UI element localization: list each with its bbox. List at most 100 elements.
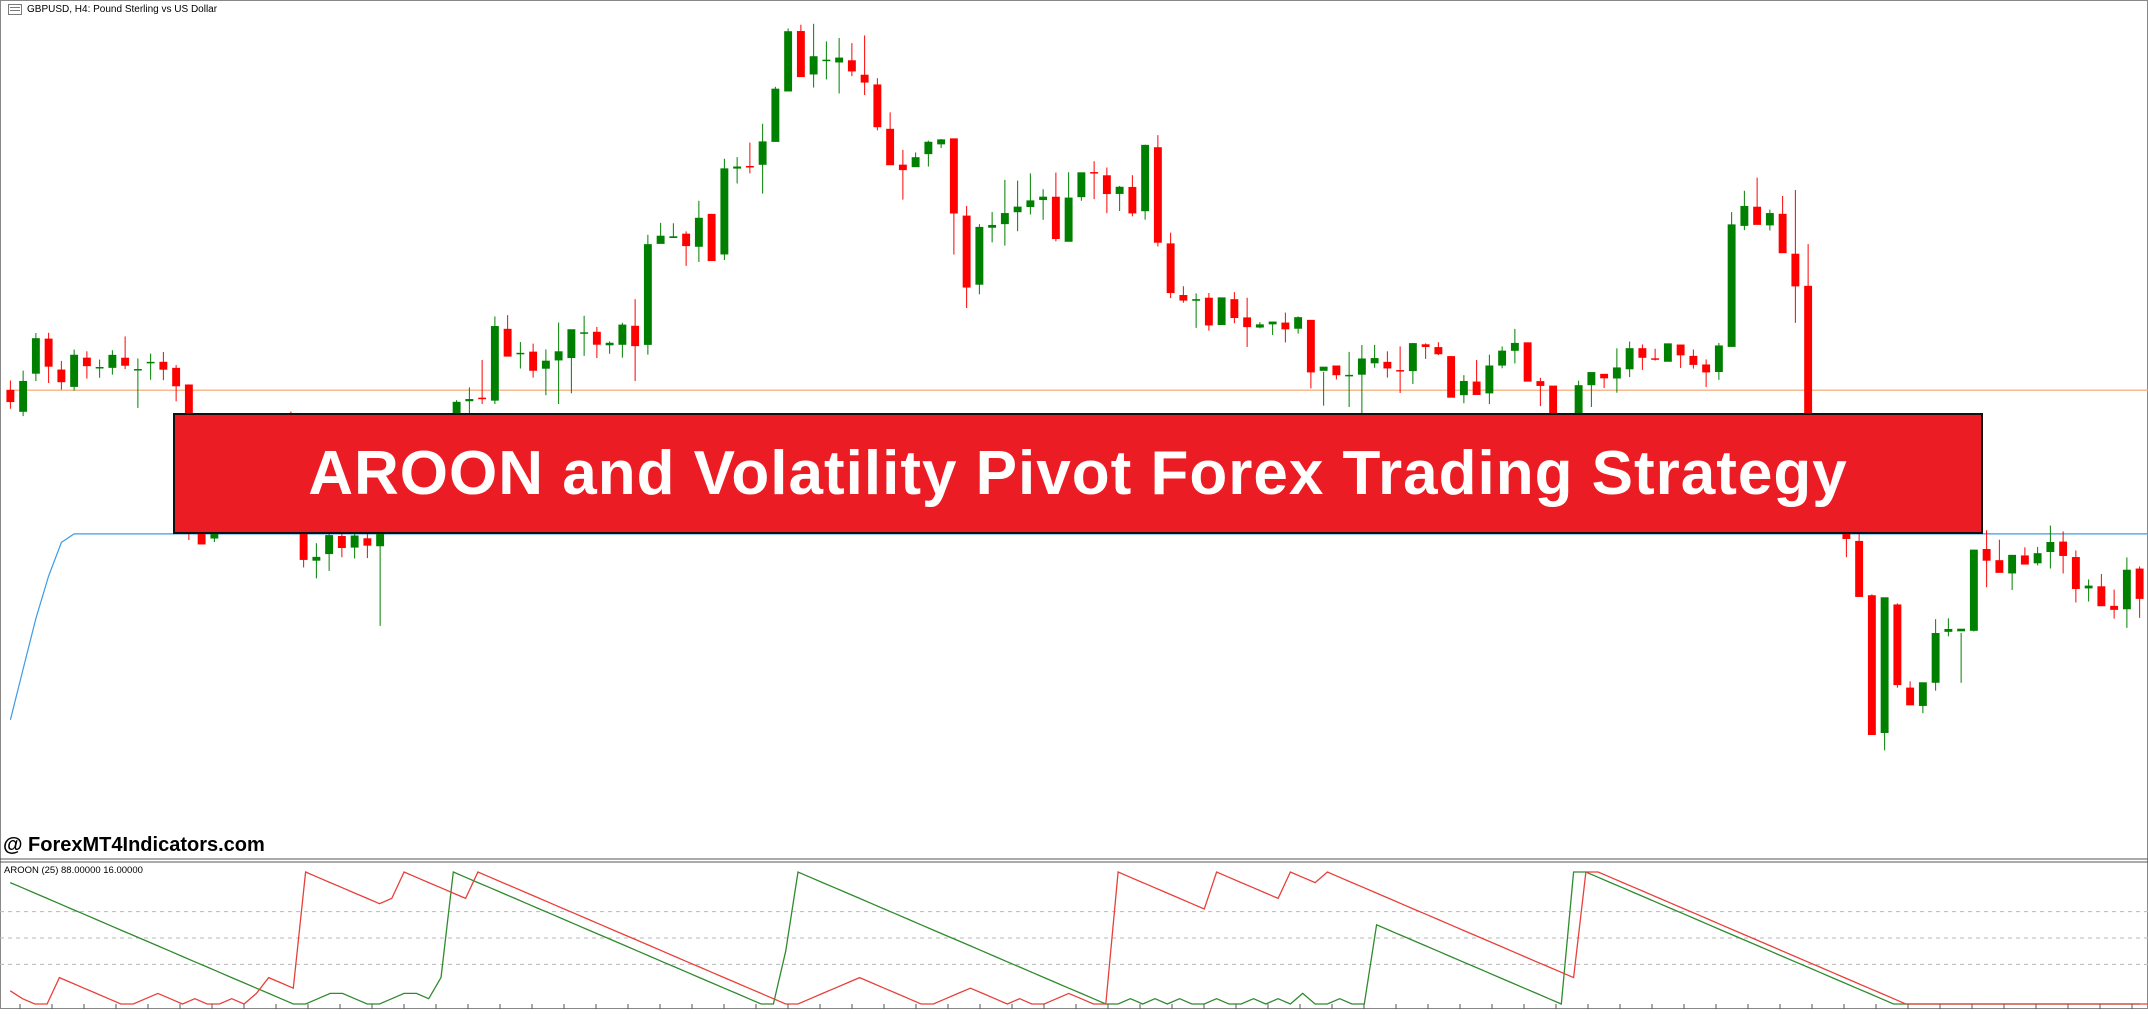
candle-body: [733, 166, 742, 169]
candle-body: [1982, 549, 1991, 561]
candle-body: [529, 351, 538, 371]
candle-body: [121, 357, 130, 366]
candle-body: [2122, 569, 2131, 610]
candle-body: [1485, 365, 1494, 394]
candle-body: [1332, 365, 1341, 376]
candle-body: [19, 380, 28, 412]
candle-body: [1893, 604, 1902, 686]
candle-body: [70, 354, 79, 387]
candle-body: [682, 233, 691, 247]
candle-body: [1434, 347, 1443, 355]
aroon-up-line: [9, 871, 2140, 1005]
candle-body: [133, 369, 142, 371]
candle-body: [465, 399, 474, 402]
candle-body: [57, 369, 66, 383]
candle-body: [1791, 253, 1800, 287]
candle-body: [503, 328, 512, 357]
candle-body: [1765, 213, 1774, 226]
candle-body: [962, 215, 971, 288]
candle-body: [31, 338, 40, 374]
candle-body: [988, 224, 997, 228]
candle-body: [1612, 367, 1621, 379]
candle-body: [1230, 299, 1239, 319]
watermark: @ ForexMT4Indicators.com: [3, 834, 265, 856]
candle-body: [146, 361, 155, 364]
candle-body: [95, 367, 104, 369]
candle-body: [694, 217, 703, 247]
candle-body: [1995, 560, 2004, 573]
candle-body: [1498, 350, 1507, 366]
candle-body: [949, 138, 958, 214]
candle-body: [1077, 172, 1086, 198]
candle-body: [1383, 361, 1392, 369]
candle-body: [937, 139, 946, 145]
candle-body: [337, 535, 346, 549]
candle-body: [1804, 285, 1813, 454]
candle-body: [669, 236, 678, 238]
candle-body: [2033, 553, 2042, 564]
candle-body: [1217, 297, 1226, 326]
candle-body: [1957, 628, 1966, 632]
aroon-down-line: [9, 871, 2148, 1005]
candle-body: [1204, 297, 1213, 326]
banner-title: AROON and Volatility Pivot Forex Trading…: [308, 439, 1848, 508]
candle-body: [1931, 633, 1940, 683]
candle-body: [1115, 186, 1124, 194]
candle-body: [1026, 200, 1035, 208]
candle-body: [822, 59, 831, 62]
candle-body: [44, 338, 53, 367]
candle-body: [631, 325, 640, 347]
candle-body: [1319, 366, 1328, 371]
candle-body: [758, 141, 767, 165]
candle-body: [1651, 358, 1660, 360]
candle-body: [1880, 597, 1889, 733]
candle-body: [745, 165, 754, 168]
candle-body: [1179, 295, 1188, 301]
candle-body: [567, 329, 576, 359]
candle-body: [1867, 595, 1876, 736]
candle-body: [898, 164, 907, 171]
window-icon: [8, 4, 22, 15]
candle-body: [2046, 542, 2055, 552]
candle-body: [1128, 186, 1137, 214]
candle-body: [1906, 687, 1915, 706]
candle-body: [1396, 370, 1405, 372]
candle-body: [2084, 585, 2093, 589]
candle-body: [2135, 568, 2144, 599]
candle-body: [478, 397, 487, 400]
candle-body: [975, 226, 984, 285]
candle-body: [1306, 319, 1315, 373]
candle-body: [1918, 682, 1927, 706]
candle-body: [886, 128, 895, 166]
candle-body: [1536, 381, 1545, 386]
candle-body: [1166, 243, 1175, 294]
candle-body: [835, 57, 844, 63]
candle-body: [1345, 374, 1354, 377]
candle-body: [1702, 364, 1711, 373]
candle-body: [592, 331, 601, 345]
candle-body: [1408, 343, 1417, 372]
candle-body: [1421, 344, 1430, 347]
indicator-label: AROON (25) 88.00000 16.00000: [4, 865, 143, 876]
candle-body: [1357, 358, 1366, 375]
candle-body: [784, 31, 793, 92]
candle-body: [618, 324, 627, 345]
candle-body: [2020, 555, 2029, 565]
candle-body: [1102, 175, 1111, 195]
candle-body: [490, 326, 499, 401]
candle-body: [1676, 344, 1685, 356]
candle-body: [656, 235, 665, 244]
candle-body: [363, 538, 372, 546]
candle-body: [172, 367, 181, 387]
candle-body: [1855, 540, 1864, 597]
candle-body: [1013, 206, 1022, 213]
candle-body: [1663, 343, 1672, 362]
candle-body: [1153, 147, 1162, 243]
candle-body: [2071, 557, 2080, 589]
candle-body: [325, 535, 334, 555]
candle-body: [1090, 172, 1099, 174]
candle-body: [1969, 549, 1978, 631]
candle-body: [771, 88, 780, 142]
candle-body: [1051, 196, 1060, 239]
candle-body: [350, 535, 359, 548]
